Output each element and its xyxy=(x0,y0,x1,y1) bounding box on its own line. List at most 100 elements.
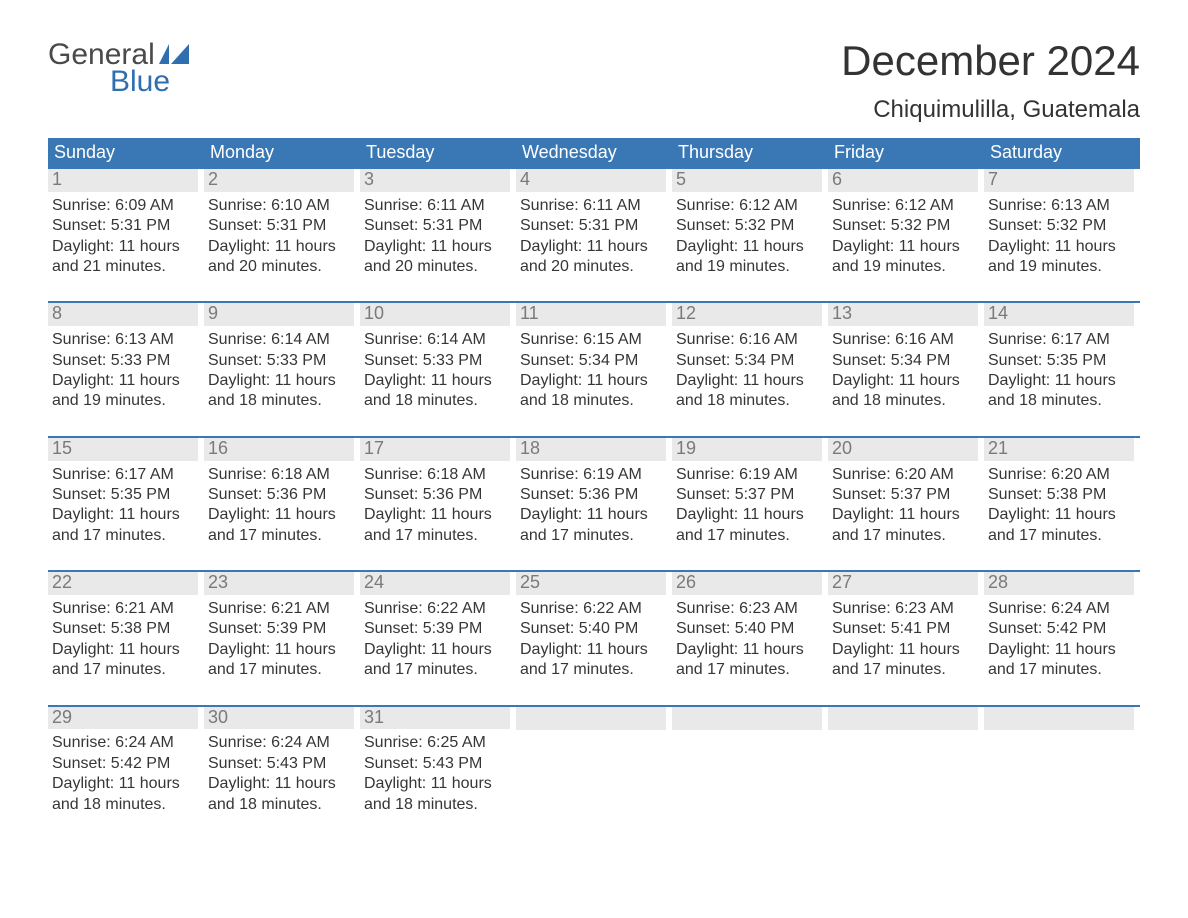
sunset-text: Sunset: 5:43 PM xyxy=(208,754,352,774)
week-row: 22Sunrise: 6:21 AMSunset: 5:38 PMDayligh… xyxy=(48,570,1140,688)
title-block: December 2024 Chiquimulilla, Guatemala xyxy=(841,40,1140,124)
daylight-line2: and 18 minutes. xyxy=(832,391,976,411)
daylight-line1: Daylight: 11 hours xyxy=(364,237,508,257)
day-number xyxy=(984,707,1134,730)
day-cell xyxy=(672,707,828,823)
daylight-line1: Daylight: 11 hours xyxy=(988,237,1132,257)
daylight-line1: Daylight: 11 hours xyxy=(364,371,508,391)
day-details: Sunrise: 6:24 AMSunset: 5:42 PMDaylight:… xyxy=(984,595,1134,681)
day-details: Sunrise: 6:21 AMSunset: 5:38 PMDaylight:… xyxy=(48,595,198,681)
day-number xyxy=(672,707,822,730)
sunset-text: Sunset: 5:31 PM xyxy=(208,216,352,236)
daylight-line2: and 19 minutes. xyxy=(988,257,1132,277)
week-row: 29Sunrise: 6:24 AMSunset: 5:42 PMDayligh… xyxy=(48,705,1140,823)
daylight-line2: and 20 minutes. xyxy=(208,257,352,277)
sunrise-text: Sunrise: 6:23 AM xyxy=(832,599,976,619)
day-cell: 10Sunrise: 6:14 AMSunset: 5:33 PMDayligh… xyxy=(360,303,516,419)
day-details: Sunrise: 6:11 AMSunset: 5:31 PMDaylight:… xyxy=(516,192,666,278)
sunrise-text: Sunrise: 6:18 AM xyxy=(208,465,352,485)
sunset-text: Sunset: 5:36 PM xyxy=(520,485,664,505)
daylight-line2: and 21 minutes. xyxy=(52,257,196,277)
daylight-line1: Daylight: 11 hours xyxy=(52,505,196,525)
day-number: 25 xyxy=(516,572,666,595)
sunrise-text: Sunrise: 6:22 AM xyxy=(364,599,508,619)
sunset-text: Sunset: 5:38 PM xyxy=(52,619,196,639)
daylight-line2: and 18 minutes. xyxy=(52,795,196,815)
daylight-line1: Daylight: 11 hours xyxy=(52,640,196,660)
sunset-text: Sunset: 5:42 PM xyxy=(988,619,1132,639)
day-number: 10 xyxy=(360,303,510,326)
day-cell: 14Sunrise: 6:17 AMSunset: 5:35 PMDayligh… xyxy=(984,303,1140,419)
day-number: 27 xyxy=(828,572,978,595)
sunrise-text: Sunrise: 6:11 AM xyxy=(364,196,508,216)
sunrise-text: Sunrise: 6:14 AM xyxy=(208,330,352,350)
day-number: 18 xyxy=(516,438,666,461)
daylight-line2: and 20 minutes. xyxy=(364,257,508,277)
daylight-line2: and 17 minutes. xyxy=(52,526,196,546)
daylight-line1: Daylight: 11 hours xyxy=(832,640,976,660)
daylight-line2: and 19 minutes. xyxy=(52,391,196,411)
day-details: Sunrise: 6:11 AMSunset: 5:31 PMDaylight:… xyxy=(360,192,510,278)
calendar-page: General Blue December 2024 Chiquimulilla… xyxy=(0,0,1188,853)
day-cell: 18Sunrise: 6:19 AMSunset: 5:36 PMDayligh… xyxy=(516,438,672,554)
daylight-line1: Daylight: 11 hours xyxy=(832,371,976,391)
dow-cell: Monday xyxy=(204,138,360,167)
day-cell: 23Sunrise: 6:21 AMSunset: 5:39 PMDayligh… xyxy=(204,572,360,688)
daylight-line2: and 17 minutes. xyxy=(832,660,976,680)
day-number: 12 xyxy=(672,303,822,326)
daylight-line2: and 17 minutes. xyxy=(832,526,976,546)
daylight-line2: and 18 minutes. xyxy=(364,795,508,815)
daylight-line1: Daylight: 11 hours xyxy=(520,371,664,391)
sunset-text: Sunset: 5:34 PM xyxy=(520,351,664,371)
day-number: 3 xyxy=(360,169,510,192)
daylight-line2: and 19 minutes. xyxy=(676,257,820,277)
sunset-text: Sunset: 5:31 PM xyxy=(520,216,664,236)
brand-logo: General Blue xyxy=(48,40,193,95)
day-cell: 15Sunrise: 6:17 AMSunset: 5:35 PMDayligh… xyxy=(48,438,204,554)
dow-cell: Wednesday xyxy=(516,138,672,167)
page-title: December 2024 xyxy=(841,40,1140,82)
day-number: 20 xyxy=(828,438,978,461)
sunrise-text: Sunrise: 6:21 AM xyxy=(208,599,352,619)
sunset-text: Sunset: 5:32 PM xyxy=(832,216,976,236)
sunrise-text: Sunrise: 6:14 AM xyxy=(364,330,508,350)
weeks-container: 1Sunrise: 6:09 AMSunset: 5:31 PMDaylight… xyxy=(48,167,1140,823)
dow-cell: Tuesday xyxy=(360,138,516,167)
day-number: 9 xyxy=(204,303,354,326)
dow-cell: Friday xyxy=(828,138,984,167)
daylight-line2: and 18 minutes. xyxy=(208,795,352,815)
sunrise-text: Sunrise: 6:12 AM xyxy=(832,196,976,216)
day-number: 24 xyxy=(360,572,510,595)
daylight-line2: and 18 minutes. xyxy=(988,391,1132,411)
daylight-line2: and 17 minutes. xyxy=(520,660,664,680)
day-details: Sunrise: 6:20 AMSunset: 5:37 PMDaylight:… xyxy=(828,461,978,547)
day-details: Sunrise: 6:12 AMSunset: 5:32 PMDaylight:… xyxy=(672,192,822,278)
sunset-text: Sunset: 5:40 PM xyxy=(520,619,664,639)
daylight-line2: and 17 minutes. xyxy=(364,526,508,546)
sunrise-text: Sunrise: 6:09 AM xyxy=(52,196,196,216)
day-number: 30 xyxy=(204,707,354,730)
sunrise-text: Sunrise: 6:22 AM xyxy=(520,599,664,619)
day-details: Sunrise: 6:16 AMSunset: 5:34 PMDaylight:… xyxy=(672,326,822,412)
day-details: Sunrise: 6:23 AMSunset: 5:41 PMDaylight:… xyxy=(828,595,978,681)
daylight-line1: Daylight: 11 hours xyxy=(208,237,352,257)
daylight-line2: and 17 minutes. xyxy=(520,526,664,546)
day-details: Sunrise: 6:18 AMSunset: 5:36 PMDaylight:… xyxy=(204,461,354,547)
sunrise-text: Sunrise: 6:16 AM xyxy=(832,330,976,350)
sunrise-text: Sunrise: 6:17 AM xyxy=(988,330,1132,350)
day-cell: 28Sunrise: 6:24 AMSunset: 5:42 PMDayligh… xyxy=(984,572,1140,688)
dow-cell: Thursday xyxy=(672,138,828,167)
day-details: Sunrise: 6:25 AMSunset: 5:43 PMDaylight:… xyxy=(360,729,510,815)
daylight-line1: Daylight: 11 hours xyxy=(520,237,664,257)
sunset-text: Sunset: 5:41 PM xyxy=(832,619,976,639)
day-cell: 6Sunrise: 6:12 AMSunset: 5:32 PMDaylight… xyxy=(828,169,984,285)
day-cell: 25 Sunrise: 6:22 AMSunset: 5:40 PMDayligh… xyxy=(516,572,672,688)
day-details: Sunrise: 6:17 AMSunset: 5:35 PMDaylight:… xyxy=(984,326,1134,412)
sunset-text: Sunset: 5:34 PM xyxy=(832,351,976,371)
daylight-line1: Daylight: 11 hours xyxy=(676,505,820,525)
day-cell xyxy=(828,707,984,823)
day-details: Sunrise: 6:22 AMSunset: 5:39 PMDaylight:… xyxy=(360,595,510,681)
day-cell: 20Sunrise: 6:20 AMSunset: 5:37 PMDayligh… xyxy=(828,438,984,554)
daylight-line1: Daylight: 11 hours xyxy=(520,640,664,660)
day-number: 14 xyxy=(984,303,1134,326)
